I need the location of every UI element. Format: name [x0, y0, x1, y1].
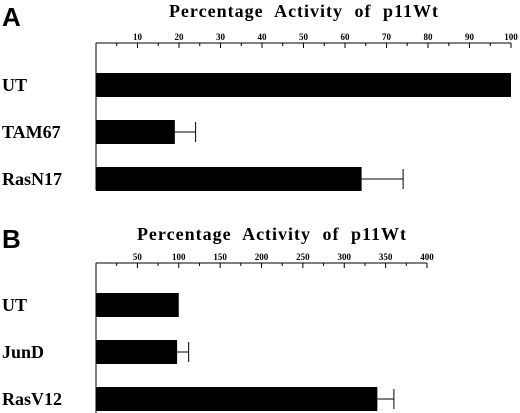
category-label: UT — [2, 75, 27, 95]
bar — [96, 73, 511, 97]
panel-b-title: Percentage Activity of p11Wt — [137, 224, 407, 244]
x-tick-label: 10 — [133, 32, 143, 42]
x-tick-label: 70 — [382, 32, 392, 42]
x-tick-label: 50 — [133, 252, 143, 262]
x-tick-label: 350 — [379, 252, 393, 262]
panel-a: A Percentage Activity of p11Wt 10 20 30 40 5… — [2, 1, 518, 191]
x-tick-label: 250 — [296, 252, 310, 262]
panel-a-category-labels: UT TAM67 RasN17 — [2, 75, 62, 189]
category-label: RasN17 — [2, 169, 62, 189]
bar — [96, 387, 378, 411]
x-tick-label: 150 — [213, 252, 227, 262]
panel-b-category-labels: UT JunD RasV12 — [2, 295, 62, 409]
x-tick-label: 80 — [424, 32, 434, 42]
panel-a-title: Percentage Activity of p11Wt — [169, 1, 439, 21]
category-label: UT — [2, 295, 27, 315]
bar — [96, 167, 362, 191]
category-label: JunD — [2, 342, 44, 362]
x-tick-label: 50 — [299, 32, 309, 42]
panel-b-bars — [96, 293, 395, 411]
x-tick-label: 200 — [255, 252, 269, 262]
x-tick-label: 90 — [465, 32, 475, 42]
x-tick-label: 30 — [216, 32, 226, 42]
panel-b: B Percentage Activity of p11Wt 50 100 150 2… — [2, 224, 434, 413]
x-tick-label: 20 — [175, 32, 185, 42]
bar — [96, 340, 178, 364]
x-tick-label: 40 — [258, 32, 268, 42]
bar — [96, 120, 175, 144]
panel-a-axis: 10 20 30 40 50 60 70 80 90 100 — [95, 32, 518, 190]
panel-b-letter: B — [2, 224, 21, 254]
x-tick-label: 60 — [341, 32, 351, 42]
bar — [96, 293, 179, 317]
x-tick-label: 100 — [504, 32, 518, 42]
category-label: RasV12 — [2, 389, 62, 409]
panel-a-bars — [96, 73, 511, 191]
x-tick-label: 300 — [338, 252, 352, 262]
x-tick-label: 100 — [172, 252, 186, 262]
x-tick-label: 400 — [420, 252, 434, 262]
panel-a-letter: A — [2, 2, 21, 32]
category-label: TAM67 — [2, 122, 61, 142]
